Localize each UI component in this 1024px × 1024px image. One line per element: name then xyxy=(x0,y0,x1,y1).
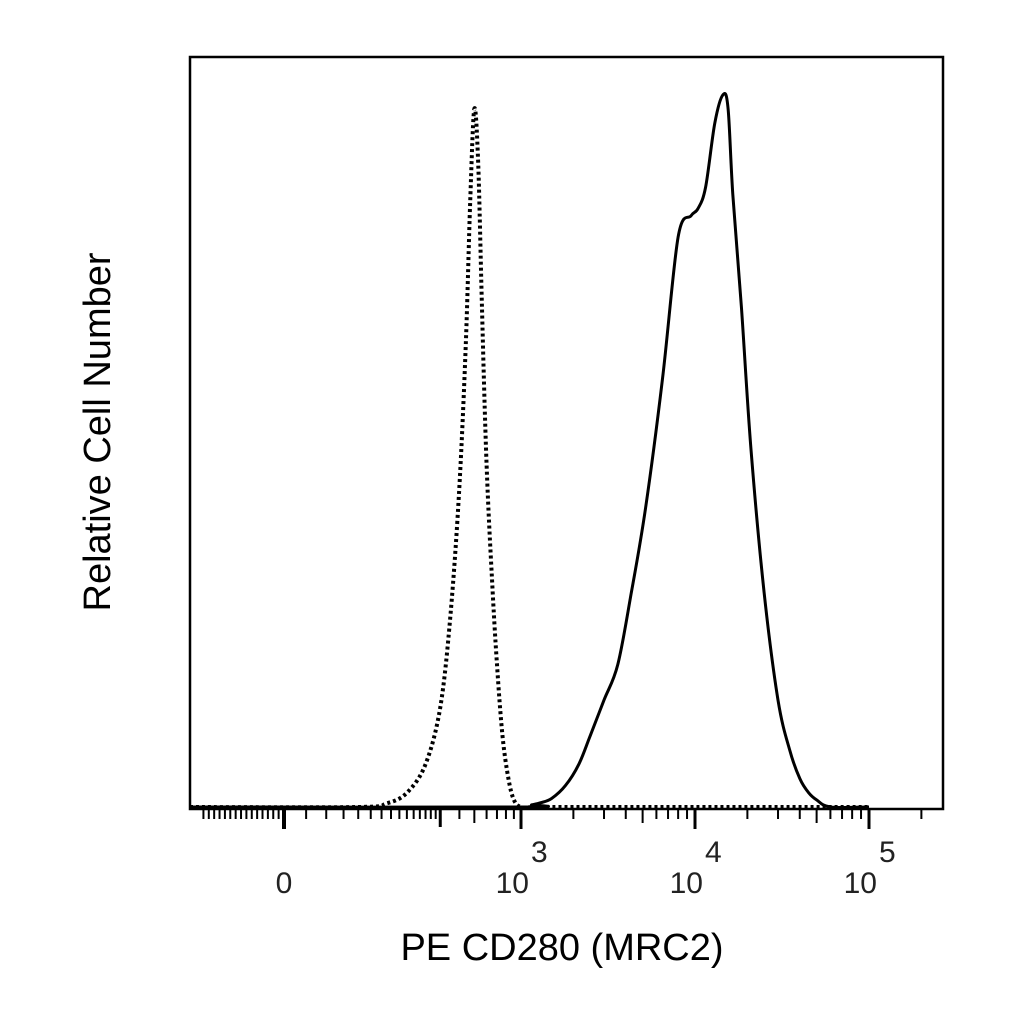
x-axis-ticks xyxy=(202,809,923,829)
x-tick-exponent: 5 xyxy=(879,836,896,869)
x-tick-label: 10 xyxy=(670,867,703,900)
x-axis-label: PE CD280 (MRC2) xyxy=(400,927,723,969)
y-axis-label: Relative Cell Number xyxy=(77,252,119,611)
x-tick-label: 10 xyxy=(496,867,529,900)
x-tick-exponent: 4 xyxy=(705,836,722,869)
plot-frame xyxy=(188,55,945,811)
histogram-curves xyxy=(189,91,870,810)
x-tick-exponent: 3 xyxy=(531,836,548,869)
x-tick-label: 0 xyxy=(276,867,293,900)
control-histogram-line xyxy=(189,106,869,810)
stained-histogram-line xyxy=(189,91,870,810)
x-tick-label: 10 xyxy=(844,867,877,900)
